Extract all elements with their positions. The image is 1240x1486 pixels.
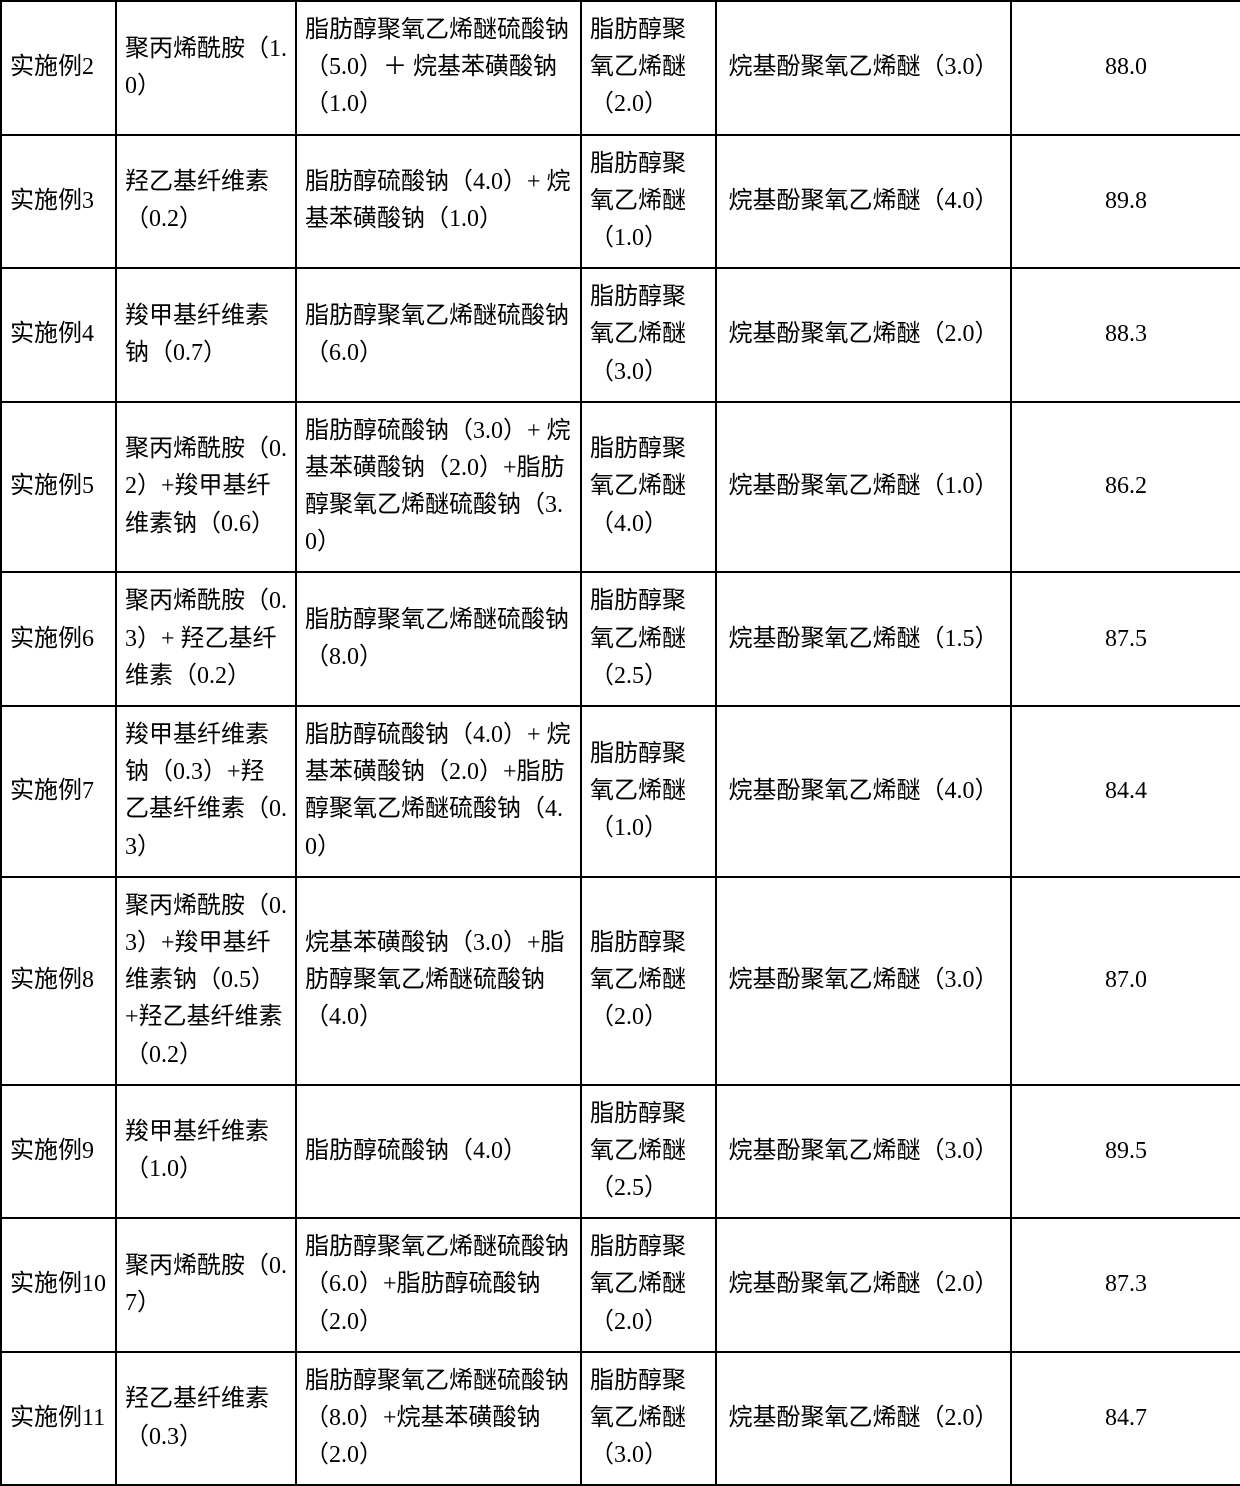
table-cell: 脂肪醇聚氧乙烯醚（2.5） bbox=[581, 1085, 716, 1219]
table-cell: 聚丙烯酰胺（0.2）+羧甲基纤维素钠（0.6） bbox=[116, 402, 296, 573]
table-row: 实施例9羧甲基纤维素（1.0）脂肪醇硫酸钠（4.0）脂肪醇聚氧乙烯醚（2.5）烷… bbox=[1, 1085, 1240, 1219]
table-cell: 烷基酚聚氧乙烯醚（1.0） bbox=[716, 402, 1011, 573]
table-cell: 实施例5 bbox=[1, 402, 116, 573]
table-cell: 聚丙烯酰胺（0.3）+羧甲基纤维素钠（0.5）+羟乙基纤维素（0.2） bbox=[116, 877, 296, 1085]
table-cell: 聚丙烯酰胺（0.3）+ 羟乙基纤维素（0.2） bbox=[116, 572, 296, 706]
table-cell: 脂肪醇聚氧乙烯醚硫酸钠（6.0）+脂肪醇硫酸钠（2.0） bbox=[296, 1218, 581, 1352]
table-cell: 聚丙烯酰胺（0.7） bbox=[116, 1218, 296, 1352]
table-row: 实施例7羧甲基纤维素钠（0.3）+羟乙基纤维素（0.3）脂肪醇硫酸钠（4.0）+… bbox=[1, 706, 1240, 877]
table-cell: 脂肪醇聚氧乙烯醚硫酸钠（6.0） bbox=[296, 268, 581, 402]
table-cell: 烷基酚聚氧乙烯醚（2.0） bbox=[716, 1352, 1011, 1486]
table-cell: 实施例4 bbox=[1, 268, 116, 402]
table-cell: 实施例2 bbox=[1, 1, 116, 135]
table-cell: 88.0 bbox=[1011, 1, 1240, 135]
table-cell: 烷基酚聚氧乙烯醚（1.5） bbox=[716, 572, 1011, 706]
table-cell: 羧甲基纤维素（1.0） bbox=[116, 1085, 296, 1219]
table-cell: 86.2 bbox=[1011, 402, 1240, 573]
table-cell: 87.5 bbox=[1011, 572, 1240, 706]
table-row: 实施例5聚丙烯酰胺（0.2）+羧甲基纤维素钠（0.6）脂肪醇硫酸钠（3.0）+ … bbox=[1, 402, 1240, 573]
table-cell: 羧甲基纤维素钠（0.3）+羟乙基纤维素（0.3） bbox=[116, 706, 296, 877]
table-cell: 烷基苯磺酸钠（3.0）+脂肪醇聚氧乙烯醚硫酸钠（4.0） bbox=[296, 877, 581, 1085]
table-cell: 脂肪醇聚氧乙烯醚（2.0） bbox=[581, 877, 716, 1085]
table-cell: 实施例3 bbox=[1, 135, 116, 269]
table-cell: 脂肪醇聚氧乙烯醚（1.0） bbox=[581, 135, 716, 269]
table-cell: 脂肪醇聚氧乙烯醚（3.0） bbox=[581, 1352, 716, 1486]
table-cell: 脂肪醇硫酸钠（4.0） bbox=[296, 1085, 581, 1219]
table-cell: 实施例7 bbox=[1, 706, 116, 877]
table-cell: 烷基酚聚氧乙烯醚（4.0） bbox=[716, 706, 1011, 877]
table-cell: 脂肪醇聚氧乙烯醚硫酸钠（8.0）+烷基苯磺酸钠（2.0） bbox=[296, 1352, 581, 1486]
table-row: 实施例2聚丙烯酰胺（1.0）脂肪醇聚氧乙烯醚硫酸钠（5.0）＋ 烷基苯磺酸钠（1… bbox=[1, 1, 1240, 135]
table-cell: 羧甲基纤维素钠（0.7） bbox=[116, 268, 296, 402]
table-cell: 实施例6 bbox=[1, 572, 116, 706]
table-row: 实施例10聚丙烯酰胺（0.7）脂肪醇聚氧乙烯醚硫酸钠（6.0）+脂肪醇硫酸钠（2… bbox=[1, 1218, 1240, 1352]
table-cell: 烷基酚聚氧乙烯醚（3.0） bbox=[716, 1, 1011, 135]
table-cell: 脂肪醇聚氧乙烯醚（2.0） bbox=[581, 1, 716, 135]
table-cell: 脂肪醇聚氧乙烯醚（3.0） bbox=[581, 268, 716, 402]
table-cell: 88.3 bbox=[1011, 268, 1240, 402]
table-cell: 实施例8 bbox=[1, 877, 116, 1085]
table-cell: 脂肪醇硫酸钠（3.0）+ 烷基苯磺酸钠（2.0）+脂肪醇聚氧乙烯醚硫酸钠（3.0… bbox=[296, 402, 581, 573]
table-cell: 烷基酚聚氧乙烯醚（2.0） bbox=[716, 1218, 1011, 1352]
table-cell: 脂肪醇聚氧乙烯醚（2.0） bbox=[581, 1218, 716, 1352]
table-row: 实施例11羟乙基纤维素（0.3）脂肪醇聚氧乙烯醚硫酸钠（8.0）+烷基苯磺酸钠（… bbox=[1, 1352, 1240, 1486]
table-cell: 87.0 bbox=[1011, 877, 1240, 1085]
table-cell: 实施例11 bbox=[1, 1352, 116, 1486]
table-cell: 84.4 bbox=[1011, 706, 1240, 877]
table-row: 实施例8聚丙烯酰胺（0.3）+羧甲基纤维素钠（0.5）+羟乙基纤维素（0.2）烷… bbox=[1, 877, 1240, 1085]
table-cell: 羟乙基纤维素（0.2） bbox=[116, 135, 296, 269]
table-row: 实施例6聚丙烯酰胺（0.3）+ 羟乙基纤维素（0.2）脂肪醇聚氧乙烯醚硫酸钠（8… bbox=[1, 572, 1240, 706]
table-cell: 烷基酚聚氧乙烯醚（2.0） bbox=[716, 268, 1011, 402]
table-cell: 脂肪醇聚氧乙烯醚硫酸钠（8.0） bbox=[296, 572, 581, 706]
table-cell: 羟乙基纤维素（0.3） bbox=[116, 1352, 296, 1486]
table-cell: 87.3 bbox=[1011, 1218, 1240, 1352]
table-cell: 89.8 bbox=[1011, 135, 1240, 269]
table-cell: 聚丙烯酰胺（1.0） bbox=[116, 1, 296, 135]
table-cell: 脂肪醇聚氧乙烯醚（2.5） bbox=[581, 572, 716, 706]
table-cell: 实施例10 bbox=[1, 1218, 116, 1352]
table-cell: 脂肪醇聚氧乙烯醚（1.0） bbox=[581, 706, 716, 877]
table-cell: 脂肪醇聚氧乙烯醚硫酸钠（5.0）＋ 烷基苯磺酸钠（1.0） bbox=[296, 1, 581, 135]
table-cell: 脂肪醇硫酸钠（4.0）+ 烷基苯磺酸钠（2.0）+脂肪醇聚氧乙烯醚硫酸钠（4.0… bbox=[296, 706, 581, 877]
table-cell: 实施例9 bbox=[1, 1085, 116, 1219]
table-cell: 烷基酚聚氧乙烯醚（4.0） bbox=[716, 135, 1011, 269]
table-cell: 脂肪醇硫酸钠（4.0）+ 烷基苯磺酸钠（1.0） bbox=[296, 135, 581, 269]
experiment-table: 实施例2聚丙烯酰胺（1.0）脂肪醇聚氧乙烯醚硫酸钠（5.0）＋ 烷基苯磺酸钠（1… bbox=[0, 0, 1240, 1486]
table-row: 实施例3羟乙基纤维素（0.2）脂肪醇硫酸钠（4.0）+ 烷基苯磺酸钠（1.0）脂… bbox=[1, 135, 1240, 269]
table-cell: 脂肪醇聚氧乙烯醚（4.0） bbox=[581, 402, 716, 573]
table-cell: 84.7 bbox=[1011, 1352, 1240, 1486]
table-body: 实施例2聚丙烯酰胺（1.0）脂肪醇聚氧乙烯醚硫酸钠（5.0）＋ 烷基苯磺酸钠（1… bbox=[1, 1, 1240, 1485]
table-cell: 烷基酚聚氧乙烯醚（3.0） bbox=[716, 1085, 1011, 1219]
table-cell: 烷基酚聚氧乙烯醚（3.0） bbox=[716, 877, 1011, 1085]
table-cell: 89.5 bbox=[1011, 1085, 1240, 1219]
table-row: 实施例4羧甲基纤维素钠（0.7）脂肪醇聚氧乙烯醚硫酸钠（6.0）脂肪醇聚氧乙烯醚… bbox=[1, 268, 1240, 402]
